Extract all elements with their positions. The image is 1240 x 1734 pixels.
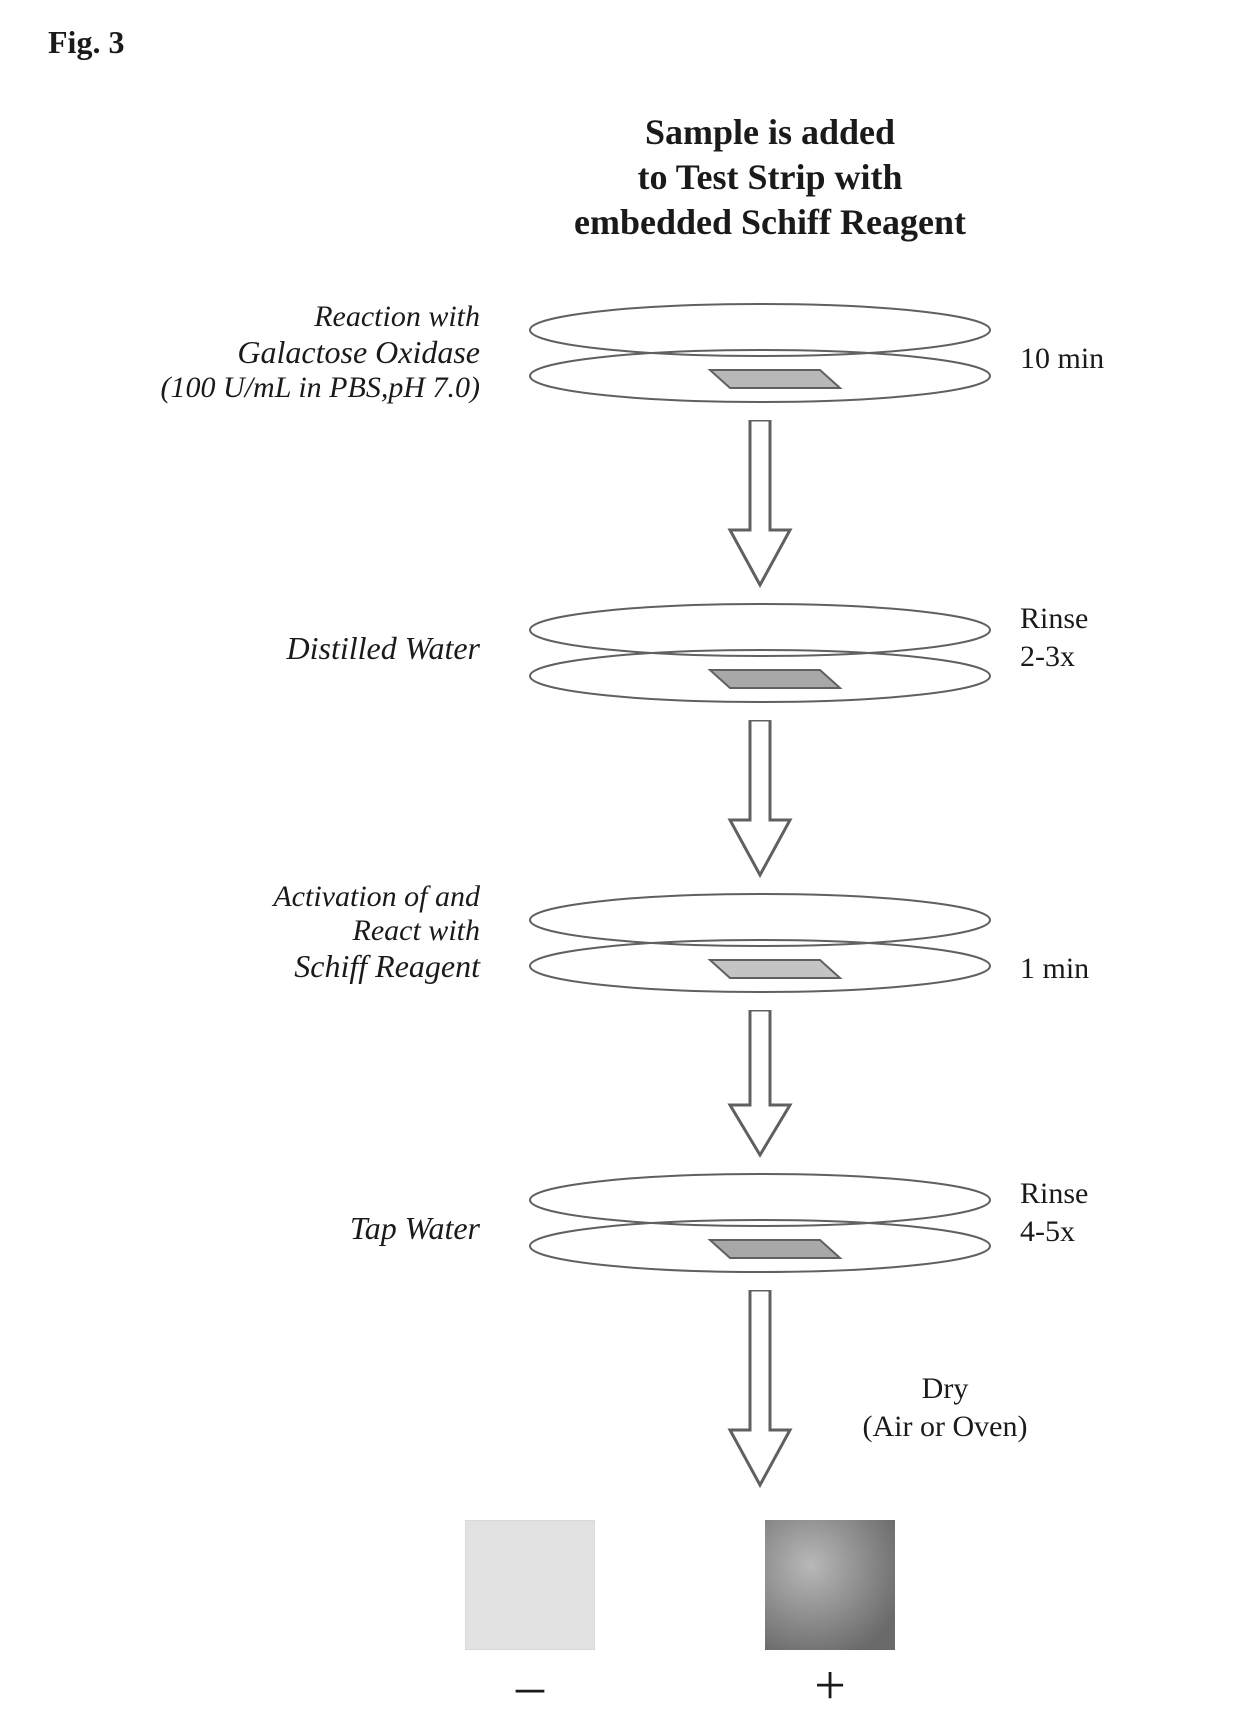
step3-left-line3: Schiff Reagent: [60, 948, 480, 985]
result-positive: +: [765, 1520, 895, 1718]
results-row: – +: [380, 1520, 980, 1718]
step4-dish: [520, 1170, 1000, 1280]
step2-left: Distilled Water: [60, 630, 480, 667]
title-line: to Test Strip with: [637, 157, 902, 197]
step3-left: Activation of and React with Schiff Reag…: [60, 880, 480, 985]
dry-label: Dry (Air or Oven): [820, 1370, 1070, 1445]
step1-left-line1: Reaction with: [60, 300, 480, 334]
step3-left-line1: Activation of and: [60, 880, 480, 914]
title-line: Sample is added: [645, 112, 895, 152]
step2-left-line2: Distilled Water: [60, 630, 480, 667]
step4-right: Rinse 4-5x: [1020, 1175, 1220, 1250]
step4-left-line2: Tap Water: [60, 1210, 480, 1247]
diagram-title: Sample is added to Test Strip with embed…: [460, 110, 1080, 245]
step1-left: Reaction with Galactose Oxidase (100 U/m…: [60, 300, 480, 405]
figure-label: Fig. 3: [48, 24, 124, 61]
negative-swatch: [465, 1520, 595, 1650]
step1-left-line3: (100 U/mL in PBS,pH 7.0): [60, 371, 480, 405]
step3-dish: [520, 890, 1000, 1000]
title-line: embedded Schiff Reagent: [574, 202, 966, 242]
arrow2: [720, 720, 800, 880]
negative-sign: –: [516, 1654, 544, 1718]
arrow4: [720, 1290, 800, 1450]
positive-sign: +: [814, 1654, 846, 1718]
step2-dish: [520, 600, 1000, 710]
arrow1: [720, 420, 800, 580]
step2-right: Rinse 2-3x: [1020, 600, 1220, 675]
positive-swatch: [765, 1520, 895, 1650]
result-negative: –: [465, 1520, 595, 1718]
arrow3: [720, 1010, 800, 1170]
step3-right: 1 min: [1020, 950, 1220, 988]
step3-left-line2: React with: [60, 914, 480, 948]
step1-left-line2: Galactose Oxidase: [60, 334, 480, 371]
step4-left: Tap Water: [60, 1210, 480, 1247]
step1-right: 10 min: [1020, 340, 1220, 378]
step1-dish: [520, 300, 1000, 410]
